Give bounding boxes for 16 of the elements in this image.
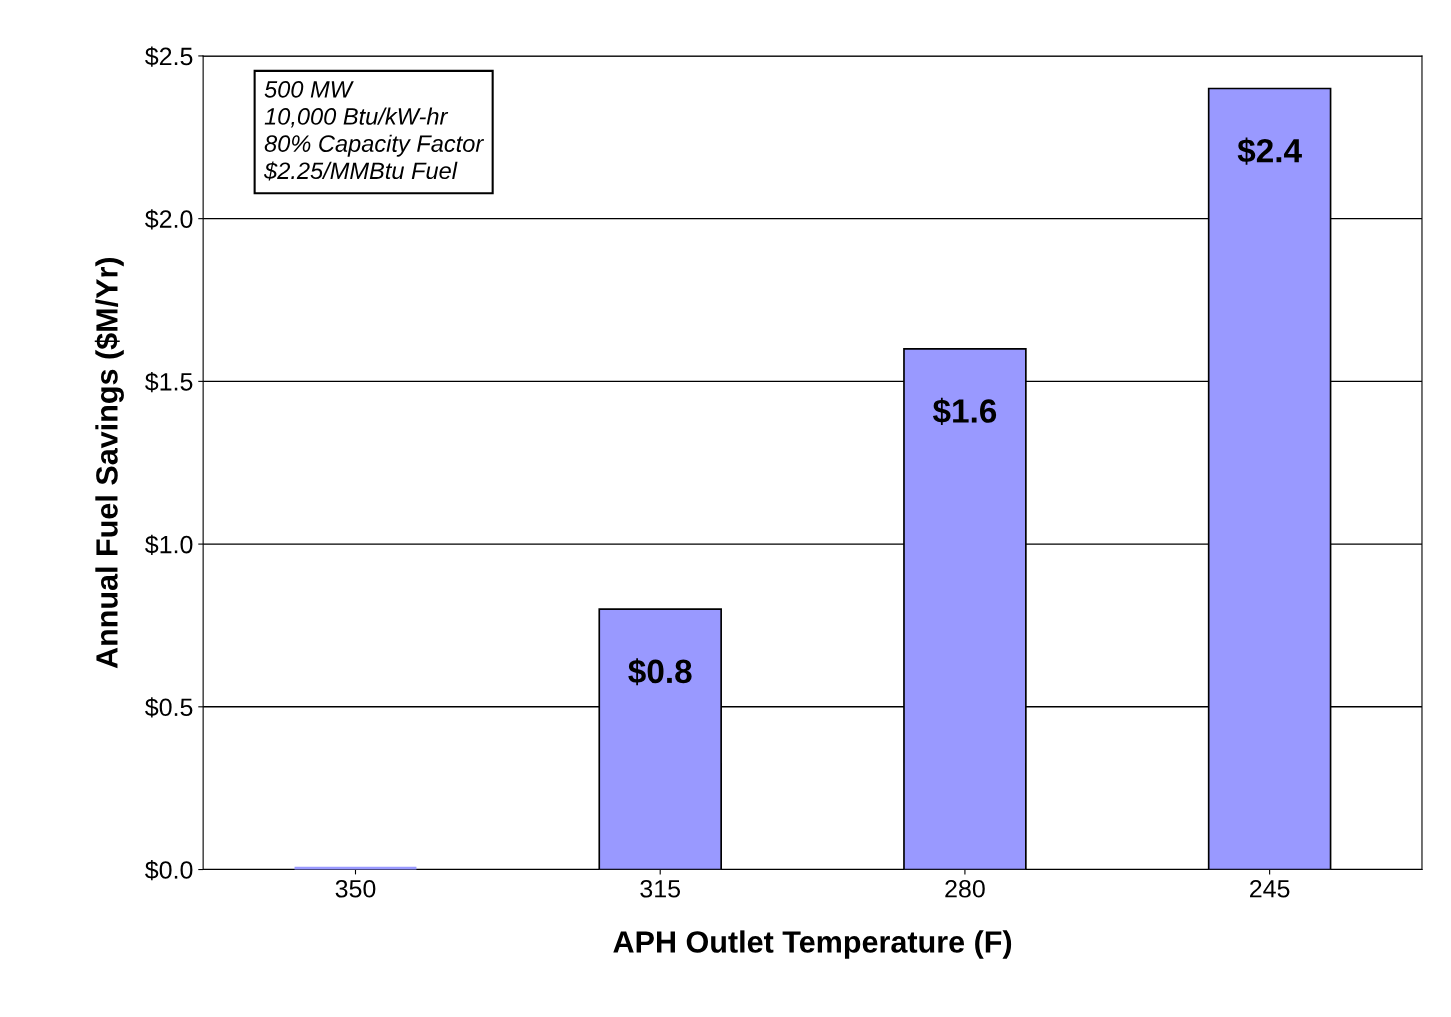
y-tick-label: $1.0 [145,534,193,555]
y-tick-label: $0.5 [145,697,193,718]
data-label: $2.4 [1237,137,1302,165]
y-tick-label: $0.0 [145,860,193,881]
data-label: $0.8 [628,658,692,686]
x-tick-label: 245 [1250,879,1290,898]
x-tick-label: 280 [945,879,985,898]
annotation: 500 MW 10,000 Btu/kW-hr 80% Capacity Factor $2.25/MMBtu Fuel [263,80,485,181]
y-tick-label: $2.0 [145,209,193,230]
x-tick-label: 350 [335,879,376,898]
y-tick-label: $2.5 [145,46,193,67]
data-label: $1.6 [932,397,997,426]
x-tick-label: 315 [640,879,681,898]
y-axis-title: Annual Fuel Savings ($M/Yr) [94,257,124,669]
x-axis-title: APH Outlet Temperature (F) [613,930,1012,959]
y-tick-label: $1.5 [145,371,193,393]
